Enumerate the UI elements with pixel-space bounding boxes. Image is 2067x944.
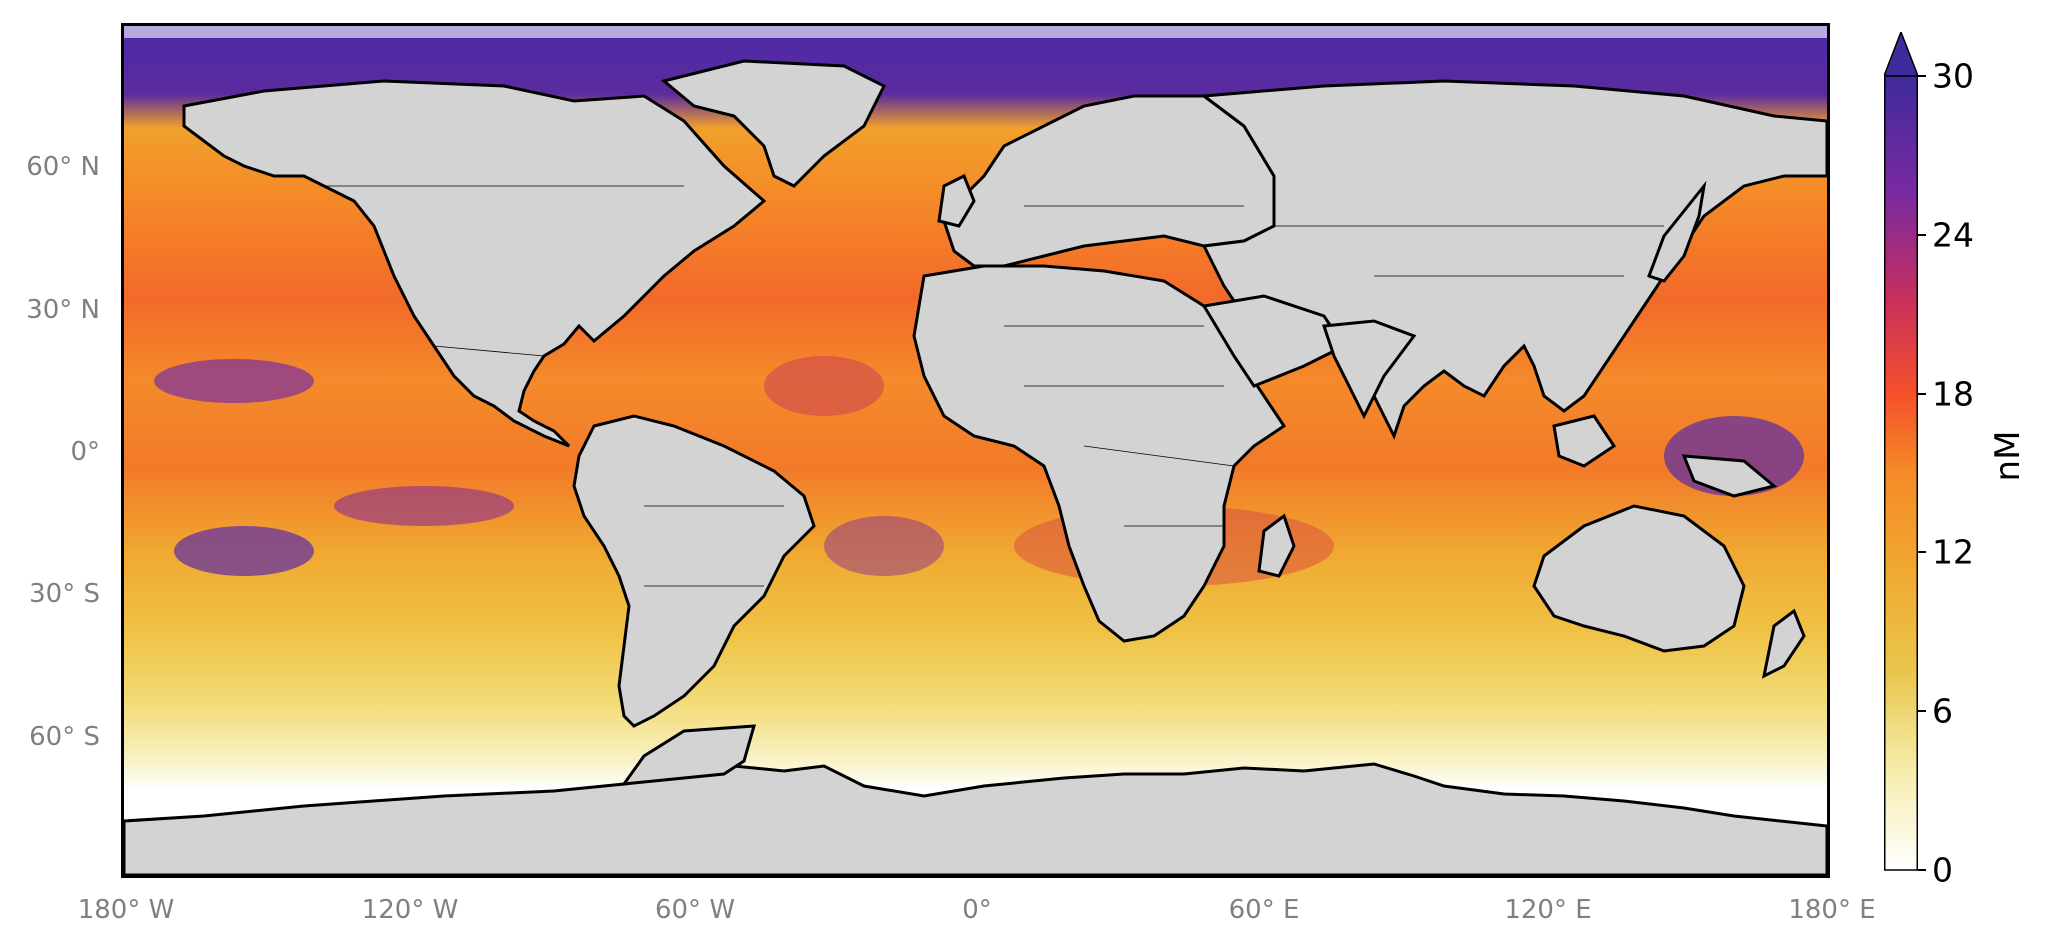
lat-label-30s: 30° S [29, 579, 100, 609]
new-guinea [1681, 454, 1778, 498]
lon-label-60w: 60° W [654, 895, 736, 925]
new-zealand [1761, 608, 1806, 679]
colorbar-tick [1918, 869, 1926, 871]
colorbar-tick [1918, 233, 1926, 236]
british-isles [937, 173, 976, 228]
colorbar-gradient [1884, 75, 1918, 871]
colorbar-unit-label: nM [1988, 430, 2028, 482]
antarctica [124, 762, 1827, 875]
ocean-concentration-map [124, 26, 1827, 875]
lon-label-60e: 60° E [1228, 895, 1300, 925]
australia [1532, 504, 1746, 653]
colorbar-tick [1918, 551, 1926, 554]
madagascar [1257, 513, 1296, 578]
greenland [660, 59, 887, 188]
lat-label-0: 0° [70, 437, 100, 467]
india [1321, 319, 1417, 420]
colorbar [1884, 32, 1918, 871]
japan [1647, 180, 1707, 283]
colorbar-extend-arrow [1884, 32, 1918, 77]
colorbar-tick-label: 0 [1932, 850, 1953, 890]
lat-label-30n: 30° N [26, 295, 100, 325]
lon-label-0: 0° [962, 895, 992, 925]
borneo [1552, 414, 1617, 468]
pacific-south-high-patch [174, 526, 314, 576]
lon-label-180e: 180° E [1788, 895, 1876, 925]
lon-label-180w: 180° W [77, 895, 175, 925]
colorbar-tick-label: 6 [1932, 691, 1953, 731]
colorbar-tick-label: 30 [1932, 56, 1974, 96]
antarctic-peninsula [620, 724, 757, 786]
lon-label-120e: 120° E [1504, 895, 1592, 925]
colorbar-tick-label: 24 [1932, 215, 1974, 255]
country-borders [324, 185, 1664, 587]
arctic-no-data [124, 26, 1827, 38]
africa [912, 264, 1287, 643]
lon-label-120w: 120° W [361, 895, 459, 925]
pacific-high-patch [154, 359, 314, 403]
pacific-central-patch [334, 486, 514, 526]
colorbar-tick-label: 18 [1932, 374, 1974, 414]
colorbar-tick [1918, 710, 1926, 713]
south-america [572, 414, 816, 728]
colorbar-tick [1918, 75, 1926, 77]
colorbar-tick-label: 12 [1932, 532, 1974, 572]
south-atlantic-patch [824, 516, 944, 576]
map-panel [121, 23, 1830, 878]
colorbar-tick [1918, 392, 1926, 395]
arabian-peninsula [1201, 294, 1347, 388]
lat-label-60s: 60° S [29, 722, 100, 752]
north-america [182, 79, 767, 448]
lat-label-60n: 60° N [26, 152, 100, 182]
atlantic-patch [764, 356, 884, 416]
